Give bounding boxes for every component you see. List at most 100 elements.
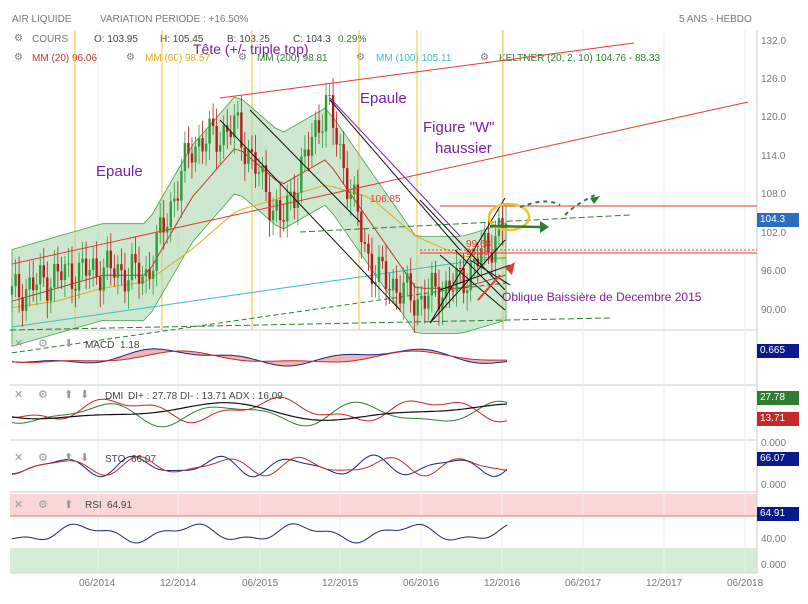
candle-body [483, 232, 487, 249]
candle-body [56, 263, 60, 272]
gear-icon[interactable]: ⚙ [38, 338, 48, 350]
gear-icon[interactable]: ⚙ [480, 52, 489, 63]
candle-body [261, 165, 264, 173]
candle-body [24, 289, 28, 311]
legend-mm20: MM (20) 96.06 [32, 53, 98, 64]
candle-body [444, 280, 448, 298]
rsi-label: RSI [85, 500, 102, 511]
candle-body [360, 211, 363, 243]
close-icon[interactable]: ✕ [14, 452, 24, 464]
candle-body [473, 258, 476, 263]
time-tick: 12/2016 [484, 578, 521, 589]
candle-body [395, 278, 398, 293]
symbol-label: AIR LIQUIDE [12, 14, 72, 25]
gear-icon[interactable]: ⚙ [38, 452, 48, 464]
candle-body [236, 112, 240, 116]
candle-body [250, 149, 254, 153]
candle-body [42, 265, 45, 278]
candle-body [406, 273, 409, 283]
macd-value: 1.18 [120, 340, 140, 351]
candle-body [451, 290, 455, 292]
candle-body [328, 95, 331, 97]
candle-body [53, 263, 56, 288]
macd-badge: 0.665 [757, 344, 799, 358]
candle-body [240, 112, 243, 148]
candle-body [257, 172, 261, 174]
price-tick: 114.0 [761, 151, 786, 162]
close-icon[interactable]: ✕ [14, 499, 24, 511]
candle-body [148, 269, 151, 279]
candle-body [99, 276, 102, 291]
candle-body [402, 282, 405, 304]
candle-body [155, 233, 158, 271]
candle-body [271, 210, 275, 221]
legend-open: O: 103.95 [94, 34, 138, 45]
dmi-axis-zero: 0.000 [761, 438, 787, 449]
close-icon[interactable]: ✕ [14, 338, 24, 350]
candle-body [60, 271, 63, 281]
arrow-down-icon[interactable]: ⬇ [80, 389, 90, 401]
level-10685: 106.85 [370, 194, 401, 205]
price-tick: 126.0 [761, 74, 787, 85]
pattern-lines [219, 99, 511, 324]
mm-long-dashed [11, 282, 507, 354]
dashed-arrow [519, 200, 561, 208]
candle-body [441, 297, 444, 310]
candle-body [130, 253, 134, 281]
candle-body [367, 243, 370, 254]
rsi-badge: 64.91 [757, 507, 799, 521]
dmi-label: DMI [105, 391, 124, 402]
gear-icon[interactable]: ⚙ [126, 52, 135, 63]
candle-body [458, 268, 462, 270]
candle-body [268, 192, 271, 221]
gear-icon[interactable]: ⚙ [356, 52, 365, 63]
gear-icon[interactable]: ⚙ [14, 52, 23, 63]
candle-body [77, 262, 81, 291]
candle-body [264, 165, 268, 193]
candle-body [233, 115, 236, 138]
candle-body [398, 292, 402, 304]
arrow-down-icon[interactable]: ⬇ [80, 452, 90, 464]
candle-body [427, 295, 430, 309]
candle-body [321, 131, 324, 133]
candle-body [430, 272, 434, 296]
candle-body [423, 295, 427, 309]
macd-histogram [12, 348, 507, 366]
rsi-overbought-zone [10, 494, 757, 516]
arrow-up-icon[interactable]: ⬆ [64, 499, 74, 511]
candle-body [211, 118, 215, 126]
candle-body [420, 295, 423, 300]
candle-body [226, 125, 229, 132]
candle-body [151, 270, 155, 279]
gear-icon[interactable]: ⚙ [38, 499, 48, 511]
candle-body [141, 276, 144, 284]
candle-body [381, 256, 384, 262]
candle-body [176, 198, 180, 201]
mm200-line [11, 256, 507, 328]
candle-body [286, 195, 289, 222]
candle-body [314, 120, 317, 137]
macd-signal [11, 350, 507, 363]
close-icon[interactable]: ✕ [14, 389, 24, 401]
candle-body [346, 168, 349, 200]
candle-body [370, 253, 374, 284]
candle-body [159, 217, 162, 234]
candle-body [465, 290, 469, 294]
candle-body [278, 199, 282, 221]
arrow-up-icon[interactable]: ⬆ [64, 452, 74, 464]
candle-body [21, 297, 24, 311]
gear-icon[interactable]: ⚙ [238, 52, 247, 63]
sto-badge: 66.07 [757, 452, 799, 466]
candle-body [293, 191, 296, 208]
arrow-down-icon[interactable]: ⬇ [64, 338, 74, 350]
price-tick: 120.0 [761, 112, 787, 123]
gear-icon[interactable]: ⚙ [38, 389, 48, 401]
gear-icon[interactable]: ⚙ [14, 33, 23, 44]
variation-label: VARIATION PERIODE : +16.50% [100, 14, 249, 25]
arrow-up-icon[interactable]: ⬆ [64, 389, 74, 401]
candle-body [307, 149, 310, 156]
legend-mm200: MM (200) 98.81 [257, 53, 328, 64]
sto-value: 66.07 [131, 454, 157, 465]
candle-body [437, 286, 441, 310]
